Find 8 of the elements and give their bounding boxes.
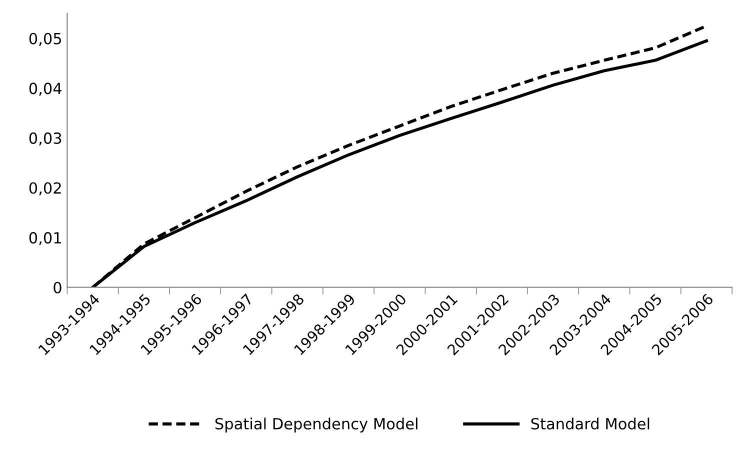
y-tick-label: 0,03	[29, 132, 62, 146]
y-tick-label: 0,05	[29, 32, 62, 46]
y-tick-label: 0,02	[29, 182, 61, 196]
y-tick-label: 0,01	[29, 232, 61, 246]
y-tick-label: 0,04	[29, 82, 62, 96]
legend-label: Spatial Dependency Model	[215, 418, 418, 432]
y-tick-label: 0	[54, 282, 62, 294]
legend-label: Standard Model	[531, 418, 650, 430]
